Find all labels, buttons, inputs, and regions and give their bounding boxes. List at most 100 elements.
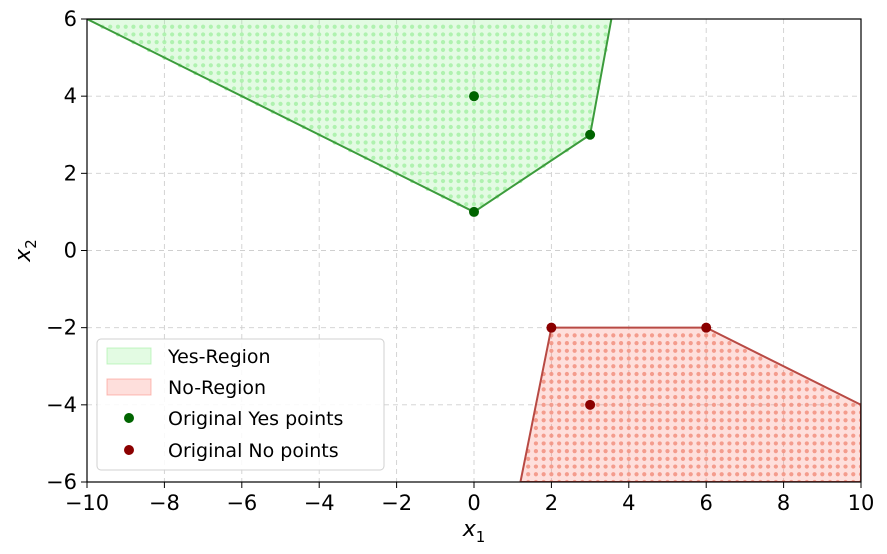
region-sample-dot (588, 472, 593, 477)
region-sample-dot (448, 194, 453, 199)
region-sample-dot (580, 24, 585, 29)
region-sample-dot (363, 47, 368, 52)
region-sample-dot (766, 425, 771, 431)
region-sample-dot (402, 63, 407, 68)
region-sample-dot (417, 24, 422, 29)
region-sample-dot (487, 178, 492, 184)
region-sample-dot (348, 124, 353, 130)
region-sample-dot (448, 63, 453, 68)
region-sample-dot (557, 425, 562, 431)
region-sample-dot (796, 472, 802, 477)
region-sample-dot (518, 117, 523, 122)
region-sample-dot (603, 418, 608, 423)
region-sample-dot (348, 32, 353, 37)
region-sample-dot (270, 94, 275, 99)
region-sample-dot (386, 70, 391, 76)
region-sample-dot (440, 78, 446, 83)
region-sample-dot (433, 109, 438, 114)
region-sample-dot (433, 117, 438, 122)
region-sample-dot (433, 140, 438, 145)
region-sample-dot (688, 356, 693, 361)
region-sample-dot (185, 47, 190, 52)
region-sample-dot (758, 433, 763, 438)
region-sample-dot (649, 341, 655, 346)
region-sample-dot (340, 32, 345, 37)
region-sample-dot (340, 55, 345, 60)
region-sample-dot (518, 47, 523, 52)
region-sample-dot (588, 449, 593, 454)
region-sample-dot (363, 55, 368, 60)
region-sample-dot (665, 433, 670, 438)
region-sample-dot (425, 24, 430, 29)
region-sample-dot (402, 109, 407, 114)
region-sample-dot (603, 24, 608, 29)
region-sample-dot (340, 109, 345, 114)
region-sample-dot (255, 40, 260, 45)
region-sample-dot (766, 379, 771, 384)
region-sample-dot (502, 55, 508, 60)
region-sample-dot (766, 387, 771, 392)
region-sample-dot (541, 78, 546, 83)
region-sample-dot (255, 94, 260, 99)
legend-box (96, 338, 385, 471)
region-sample-dot (433, 178, 438, 184)
region-sample-dot (355, 124, 360, 130)
region-sample-dot (487, 155, 492, 160)
region-sample-dot (657, 364, 662, 369)
region-sample-dot (286, 24, 291, 29)
region-sample-dot (479, 148, 484, 153)
region-sample-dot (495, 63, 500, 68)
region-sample-dot (255, 78, 260, 83)
region-sample-dot (464, 101, 469, 106)
region-sample-dot (727, 441, 732, 446)
region-sample-dot (595, 425, 600, 431)
region-sample-dot (719, 364, 724, 369)
region-sample-dot (293, 78, 299, 83)
region-sample-dot (781, 402, 786, 407)
region-sample-dot (634, 464, 639, 469)
region-sample-dot (603, 379, 608, 384)
region-sample-dot (495, 70, 500, 76)
region-sample-dot (742, 433, 748, 438)
region-sample-dot (572, 395, 577, 400)
region-sample-dot (533, 109, 539, 114)
region-sample-dot (425, 109, 430, 114)
region-sample-dot (471, 186, 477, 191)
region-sample-dot (796, 418, 802, 423)
region-sample-dot (657, 402, 662, 407)
region-sample-dot (843, 402, 848, 407)
region-sample-dot (386, 163, 391, 168)
region-sample-dot (402, 94, 407, 99)
region-sample-dot (696, 433, 701, 438)
region-sample-dot (402, 124, 407, 130)
region-sample-dot (479, 109, 484, 114)
region-sample-dot (564, 410, 569, 415)
region-sample-dot (812, 402, 817, 407)
region-sample-dot (533, 140, 539, 145)
region-sample-dot (518, 24, 523, 29)
x-axis-label-subscript: 1 (476, 528, 486, 546)
region-sample-dot (541, 425, 546, 431)
region-sample-dot (348, 86, 353, 91)
region-sample-dot (487, 101, 492, 106)
region-sample-dot (495, 178, 500, 184)
legend-label-region-0: Yes-Region (167, 346, 271, 368)
region-sample-dot (262, 24, 268, 29)
region-sample-dot (363, 70, 368, 76)
region-sample-dot (371, 148, 376, 153)
region-sample-dot (588, 341, 593, 346)
region-sample-dot (580, 418, 585, 423)
region-sample-dot (201, 24, 206, 29)
region-sample-dot (456, 117, 461, 122)
region-sample-dot (301, 47, 306, 52)
region-sample-dot (541, 32, 546, 37)
region-sample-dot (766, 395, 771, 400)
region-sample-dot (634, 425, 639, 431)
region-sample-dot (324, 32, 330, 37)
region-sample-dot (642, 348, 647, 353)
legend-marker-series-1 (124, 445, 134, 455)
region-sample-dot (642, 356, 647, 361)
region-sample-dot (471, 63, 477, 68)
region-sample-dot (201, 55, 206, 60)
region-sample-dot (301, 70, 306, 76)
